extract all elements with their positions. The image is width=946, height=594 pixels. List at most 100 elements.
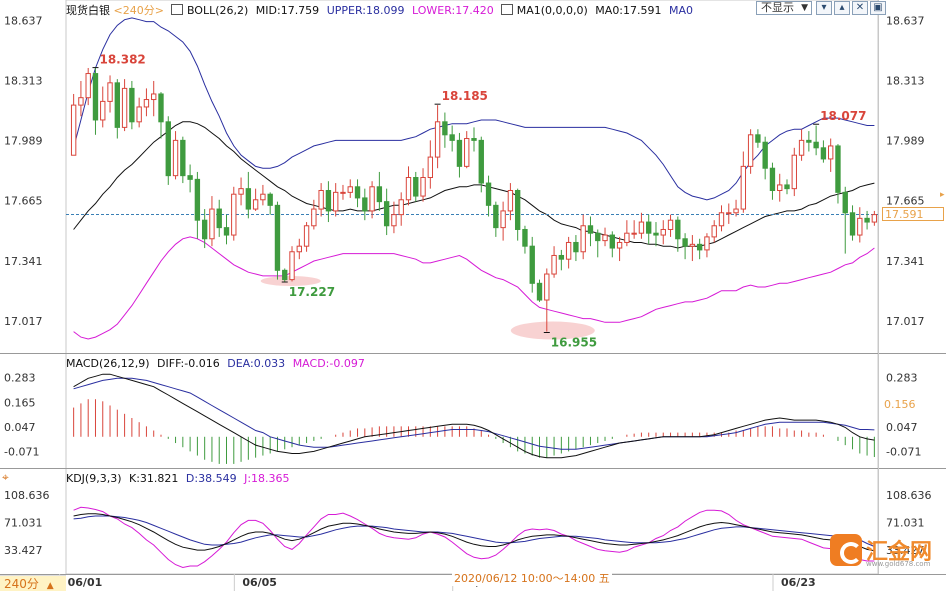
period-tag[interactable]: <240分> (113, 4, 164, 17)
collapse-down-button[interactable]: ▾ (816, 1, 832, 15)
candle-body (260, 193, 266, 201)
candle-body (70, 104, 77, 156)
price-right-tick-label: 17.665 (886, 195, 925, 208)
boll-name: BOLL(26,2) (186, 4, 249, 17)
candle-body (675, 219, 681, 240)
boll-mid-line (73, 121, 875, 249)
kdj-left-tick-label: 71.031 (4, 517, 43, 530)
candle-body (449, 134, 455, 141)
candle-body (391, 214, 397, 227)
hide-dropdown[interactable]: 不显示 ▼ (756, 1, 812, 15)
candle-body (609, 234, 615, 249)
candle-body (456, 139, 463, 167)
candle-body (522, 228, 528, 247)
macd-tag-bg (882, 397, 944, 412)
candle-body (595, 232, 601, 242)
candle-body (151, 93, 157, 101)
candle-body (325, 189, 332, 212)
candle-body (558, 254, 565, 260)
candle-body (660, 228, 666, 236)
close-button[interactable]: ✕ (852, 1, 868, 15)
candle-body (231, 193, 237, 236)
candle-body (580, 225, 586, 253)
candle-body (762, 141, 768, 169)
price-left-tick-label: 17.341 (4, 255, 43, 268)
candle-body (755, 134, 761, 143)
candle-body (565, 241, 572, 260)
ma-name: MA1(0,0,0,0) (516, 4, 588, 17)
candle-body (573, 241, 579, 253)
candle-body (536, 282, 543, 301)
candle-body (129, 87, 135, 123)
kdj-right-tick-label: 33.427 (886, 544, 925, 557)
candle-body (136, 106, 142, 123)
price-right-tick-label: 17.989 (886, 135, 925, 148)
candle-body (646, 221, 652, 234)
candle-body (784, 184, 790, 190)
candle-body (201, 219, 208, 240)
brand-logo: 汇金网 www.gold678.com (826, 530, 944, 574)
candle-body (274, 204, 281, 271)
candle-body (733, 208, 739, 214)
candle-body (842, 191, 848, 214)
candle-body (849, 212, 856, 236)
candle-body (78, 97, 84, 106)
boll-mid: MID:17.759 (255, 4, 320, 17)
period-label: 240分 (4, 577, 39, 591)
candle-body (282, 269, 288, 281)
extreme-label: 18.077 (820, 109, 866, 123)
candle-body (114, 82, 120, 128)
price-left-tick-label: 18.313 (4, 74, 43, 87)
logo-text: 汇金网 (866, 540, 933, 565)
candle-body (165, 121, 171, 177)
extreme-label: 17.227 (289, 285, 335, 299)
candle-body (820, 147, 827, 160)
symbol-name: 现货白银 (66, 4, 110, 17)
ma-value: MA0:17.591 (595, 4, 662, 17)
macd-left-tick-label: 0.283 (4, 372, 36, 385)
period-selector[interactable]: 240分 ▲ (0, 575, 66, 591)
candle-body (828, 145, 834, 160)
candle-body (267, 193, 273, 206)
candle-body (333, 191, 339, 212)
candle-body (172, 139, 179, 177)
kdj-d: D:38.549 (185, 472, 237, 485)
candle-body (638, 221, 645, 234)
kdj-d-line (73, 515, 875, 547)
arrow-down-icon: ▾ (821, 2, 827, 13)
crosshair-icon[interactable]: ⌖ (2, 470, 9, 484)
macd-left-tick-label: -0.071 (4, 446, 39, 459)
arrow-up-icon: ▲ (46, 581, 54, 591)
price-right-tick-label: 17.341 (886, 255, 925, 268)
candle-body (434, 121, 441, 158)
price-tick-marker: ▸ (940, 190, 945, 200)
collapse-up-button[interactable]: ▴ (834, 1, 850, 15)
x-tick-label: 06/23 (781, 576, 816, 589)
candle-body (238, 188, 244, 195)
candle-body (798, 139, 805, 156)
candle-body (544, 273, 550, 301)
maximize-button[interactable]: ▣ (870, 1, 886, 15)
low-highlight (510, 321, 595, 340)
maximize-icon: ▣ (873, 2, 883, 13)
candle-body (777, 184, 783, 191)
candle-body (442, 121, 448, 136)
kdj-k: K:31.821 (129, 472, 179, 485)
logo-icon (830, 534, 862, 566)
macd-left-tick-label: 0.165 (4, 396, 36, 409)
candle-body (362, 197, 368, 212)
close-icon: ✕ (855, 2, 865, 13)
candle-body (529, 245, 535, 284)
macd-name: MACD(26,12,9) (66, 357, 150, 370)
macd-dea: DEA:0.033 (227, 357, 286, 370)
candle-body (289, 251, 295, 281)
macd-right-tick-label: 0.047 (886, 421, 918, 434)
candle-body (405, 177, 412, 201)
candle-body (100, 100, 106, 121)
price-left-tick-label: 18.637 (4, 14, 43, 27)
candle-body (813, 141, 819, 149)
candle-body (180, 139, 186, 177)
time-tooltip: 2020/06/12 10:00～14:00 五 (452, 572, 612, 586)
x-tick-label: 06/05 (242, 576, 277, 589)
